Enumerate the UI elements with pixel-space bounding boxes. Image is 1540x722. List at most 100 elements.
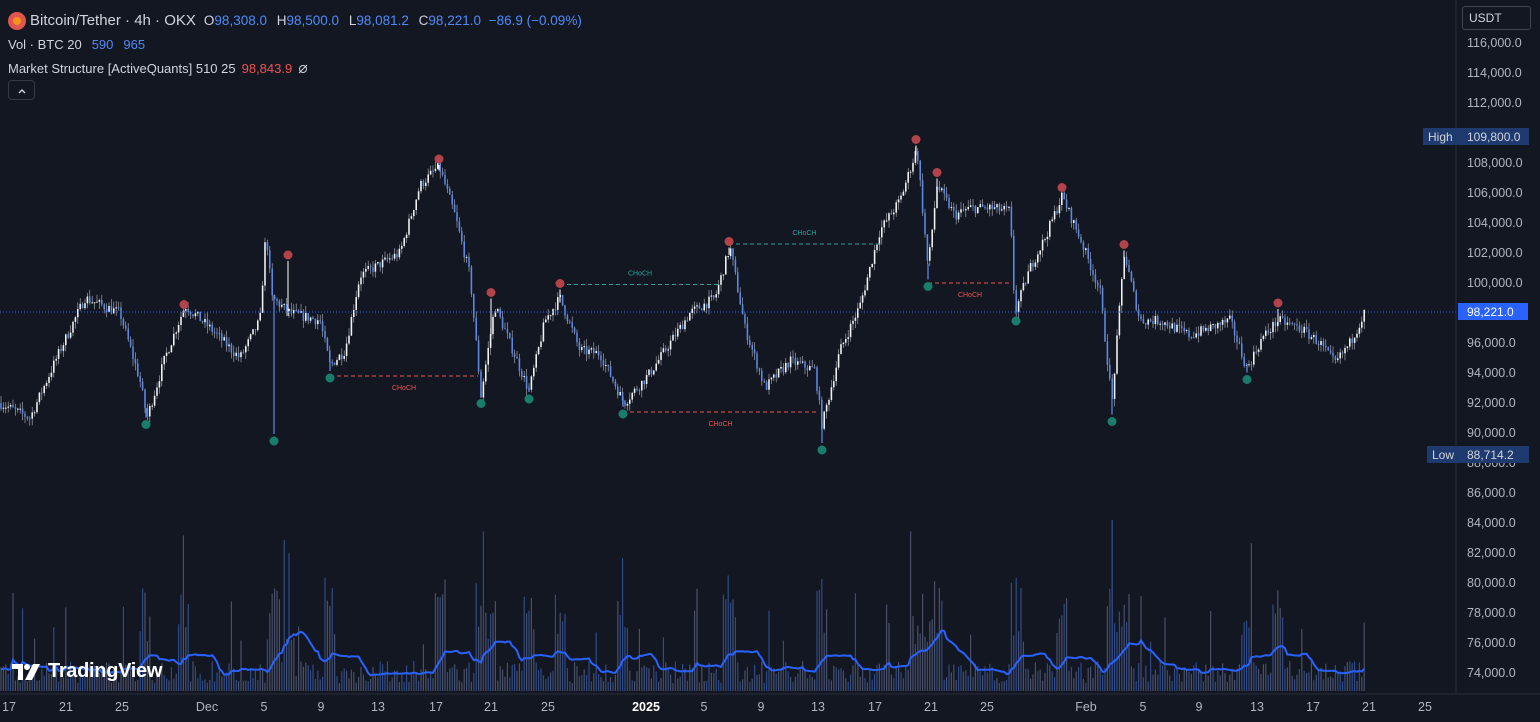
close-value: 98,221.0 [428, 13, 481, 28]
volume-bar [1042, 680, 1044, 691]
swing-high-marker[interactable] [1119, 240, 1129, 249]
time-axis[interactable]: 17 21 25 Dec 5 9 13 17 21 25 2025 5 9 13 17 21 25 Feb 5 9 13… [2, 700, 1432, 714]
volume-bar [653, 665, 655, 691]
candle [549, 314, 552, 321]
volume-bar [324, 577, 326, 691]
swing-low-marker[interactable] [476, 399, 486, 408]
volume-bar [338, 682, 340, 691]
candle [1214, 323, 1217, 335]
candle [823, 410, 825, 431]
candle [1339, 348, 1341, 364]
candle [1238, 337, 1241, 345]
volume-row[interactable]: Vol · BTC 20 590 965 [8, 33, 586, 57]
candle [264, 237, 266, 292]
volume-bar [730, 602, 732, 691]
candle [602, 353, 605, 371]
swing-low-marker[interactable] [1107, 417, 1117, 426]
candle [283, 303, 285, 310]
volume-bar [1351, 662, 1353, 691]
volume-bar [535, 662, 537, 691]
swing-low-marker[interactable] [1242, 375, 1252, 384]
candle [996, 203, 998, 214]
volume-bar [314, 678, 316, 691]
swing-low-marker[interactable] [618, 409, 628, 419]
candle [1205, 324, 1207, 333]
indicator-value: 98,843.9 [241, 61, 293, 76]
candle [1010, 201, 1013, 238]
currency-selector[interactable]: USDT [1462, 6, 1531, 30]
candle [857, 302, 859, 324]
market-structure: CHoCH CHoCH CHoCH CHoCH CHoCH [141, 135, 1283, 455]
volume-bar [739, 681, 741, 691]
candle [89, 289, 91, 305]
indicator-row[interactable]: Market Structure [ActiveQuants] 510 25 9… [8, 57, 586, 81]
candle [552, 308, 554, 322]
eye-off-icon[interactable] [298, 64, 308, 74]
volume-bar [1195, 662, 1197, 691]
volume-bar [108, 663, 110, 691]
swing-high-marker[interactable] [724, 237, 734, 246]
candle [50, 365, 53, 381]
indicator-label[interactable]: Market Structure [ActiveQuants] 510 25 [8, 61, 236, 76]
swing-high-marker[interactable] [179, 300, 189, 309]
candle [1046, 231, 1049, 247]
collapse-legend-button[interactable] [8, 80, 35, 100]
volume-value-2: 965 [123, 37, 146, 52]
symbol-row[interactable]: Bitcoin/Tether · 4h · OKX O98,308.0 H98,… [8, 9, 586, 33]
swing-high-marker[interactable] [1057, 183, 1067, 192]
candle [876, 244, 878, 254]
high-label: High [1428, 130, 1453, 144]
low-value: 88,714.2 [1467, 448, 1514, 462]
time-axis-label: 17 [868, 700, 882, 714]
candle [1140, 313, 1142, 322]
candle [631, 391, 633, 403]
swing-high-marker[interactable] [1273, 298, 1283, 308]
volume-label[interactable]: Vol · BTC 20 [8, 37, 82, 52]
candle [835, 360, 837, 386]
swing-low-marker[interactable] [269, 436, 279, 446]
swing-low-marker[interactable] [141, 420, 151, 429]
volume-bar [799, 668, 801, 691]
candle [931, 229, 933, 251]
volume-bar [427, 678, 429, 691]
swing-low-marker[interactable] [817, 445, 827, 455]
candle [624, 399, 626, 409]
swing-low-marker[interactable] [325, 373, 335, 383]
volume-bar [86, 672, 88, 691]
choch-label: CHoCH [958, 292, 982, 299]
volume-bar [862, 670, 864, 691]
candle [588, 345, 590, 360]
volume-bar [132, 667, 134, 691]
volume-bar [1279, 607, 1281, 691]
candle [0, 396, 2, 411]
symbol-title[interactable]: Bitcoin/Tether · 4h · OKX [30, 12, 196, 29]
candle [1101, 285, 1104, 314]
swing-high-marker[interactable] [911, 135, 921, 144]
volume-bar [1222, 663, 1224, 691]
swing-high-marker[interactable] [486, 288, 496, 297]
candle [1056, 206, 1058, 216]
candle [458, 217, 461, 233]
volume-bar [518, 663, 520, 691]
candle [972, 199, 974, 211]
candle [537, 346, 540, 356]
swing-high-marker[interactable] [434, 154, 444, 164]
candle [708, 290, 710, 315]
swing-low-marker[interactable] [1011, 316, 1021, 326]
volume-bar [706, 680, 708, 691]
swing-low-marker[interactable] [923, 282, 933, 291]
candle [1106, 334, 1109, 372]
candle [105, 303, 108, 318]
volume-bar [235, 680, 237, 691]
swing-low-marker[interactable] [524, 394, 534, 404]
volume-bar [31, 679, 33, 691]
candle [1065, 193, 1068, 213]
price-axis-label: 74,000.0 [1467, 666, 1516, 680]
swing-high-marker[interactable] [555, 279, 565, 288]
tradingview-logo[interactable]: TradingView [12, 660, 162, 683]
swing-high-marker[interactable] [283, 250, 293, 260]
volume-bar [1003, 681, 1005, 691]
swing-high-marker[interactable] [932, 168, 942, 177]
candle [168, 351, 170, 354]
